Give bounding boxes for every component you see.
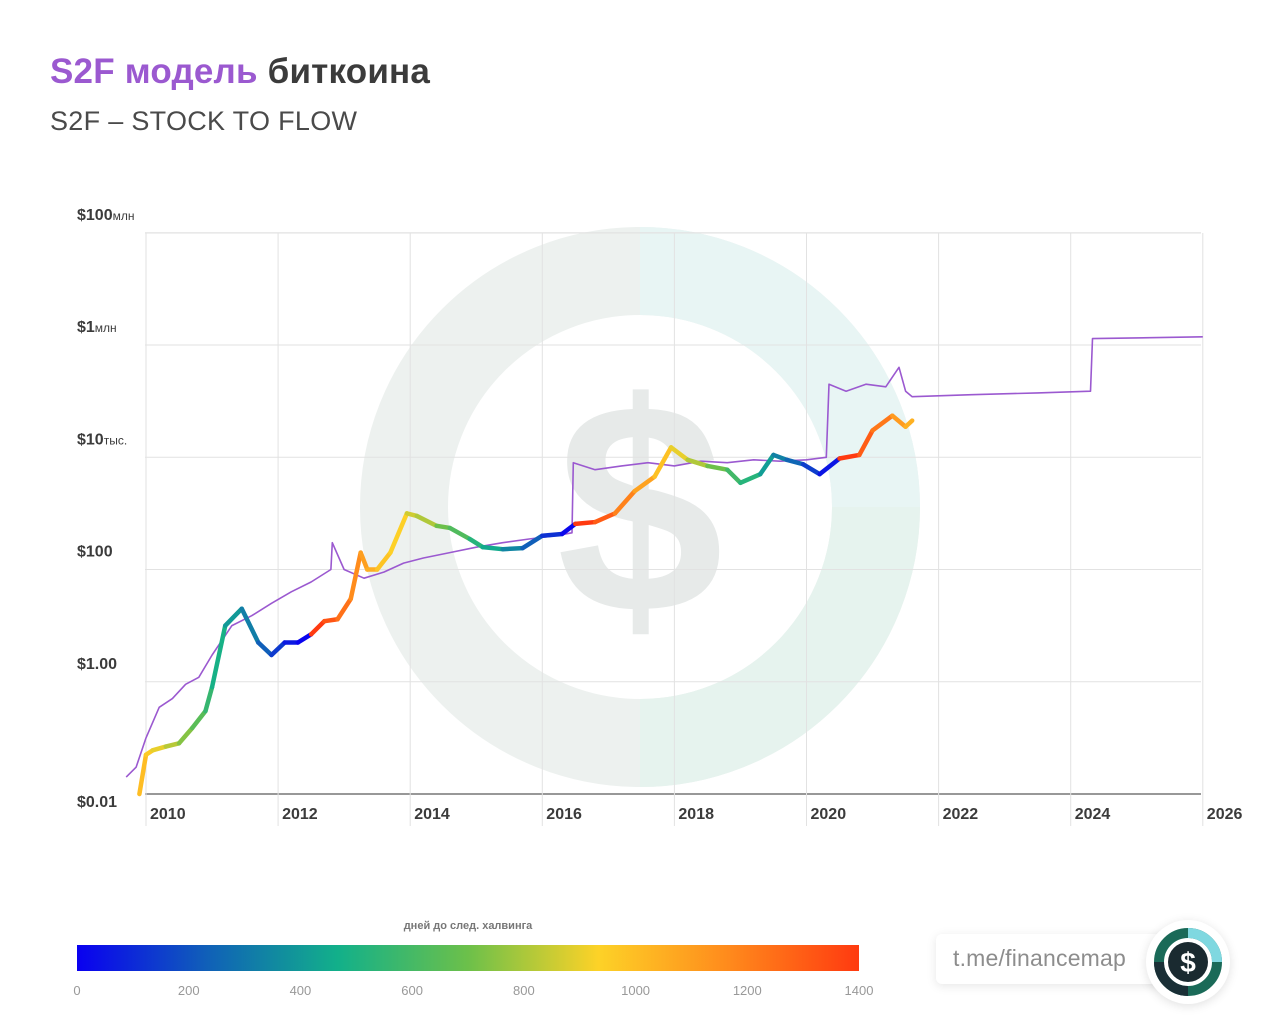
btc-price-segment <box>358 550 370 572</box>
x-tick-label: 2010 <box>150 806 186 823</box>
btc-price-segment <box>239 606 261 645</box>
x-tick-label: 2014 <box>414 806 450 823</box>
btc-price-segment <box>447 525 472 542</box>
btc-price-segment <box>668 445 690 463</box>
x-tick-label: 2016 <box>546 806 582 823</box>
svg-text:$: $ <box>1180 947 1196 978</box>
btc-price-segment <box>256 640 274 658</box>
colorbar-tick-label: 1200 <box>733 983 762 998</box>
btc-price-segment <box>559 521 578 537</box>
watermark-dollar: $ <box>557 340 724 676</box>
btc-price-segment <box>269 640 287 658</box>
btc-price-segment <box>685 457 710 469</box>
btc-price-segment <box>837 452 862 461</box>
btc-price-segment <box>520 533 545 551</box>
x-tick-label: 2026 <box>1207 806 1243 823</box>
btc-price-segment <box>632 474 657 494</box>
btc-price-segment <box>890 413 908 429</box>
btc-price-segment <box>705 463 730 472</box>
btc-price-segment <box>857 428 875 458</box>
btc-price-segment <box>500 545 525 552</box>
chart-title-accent: S2F модель <box>50 52 258 91</box>
btc-price-segment <box>163 741 182 749</box>
btc-price-segment <box>771 452 789 463</box>
btc-price-segment <box>374 550 393 572</box>
btc-price-segment <box>800 462 822 477</box>
y-tick-label: $100млн <box>77 207 134 224</box>
chart-subtitle: S2F – STOCK TO FLOW <box>50 106 358 136</box>
btc-price-series <box>137 413 915 797</box>
btc-price-segment <box>203 684 215 714</box>
x-tick-label: 2022 <box>943 806 979 823</box>
btc-price-segment <box>467 536 486 550</box>
btc-price-segment <box>176 725 195 746</box>
colorbar-tick-label: 400 <box>290 983 312 998</box>
telegram-link[interactable]: t.me/financemap <box>953 945 1127 971</box>
x-tick-label: 2020 <box>811 806 847 823</box>
btc-price-segment <box>480 544 505 552</box>
btc-price-segment <box>573 519 598 527</box>
x-axis-ticks: 2010 2012 2014 2016 2018 2020 2022 2024 2026 <box>150 806 1242 823</box>
btc-price-segment <box>738 471 763 486</box>
btc-price-segment <box>335 596 354 622</box>
chart-title-rest: биткоина <box>257 52 431 91</box>
btc-price-segment <box>724 467 743 486</box>
y-tick-label: $100 <box>77 544 113 561</box>
btc-price-segment <box>903 418 915 429</box>
chart-title: S2F модель биткоина <box>50 52 430 92</box>
btc-price-segment <box>784 457 806 467</box>
y-tick-label: $1млн <box>77 319 117 336</box>
btc-price-segment <box>295 632 314 645</box>
dollar-circle-icon: $ <box>1154 928 1222 996</box>
btc-price-segment <box>189 708 208 731</box>
y-tick-label: $10тыс. <box>77 431 127 448</box>
btc-price-segment <box>652 445 674 479</box>
btc-price-segment <box>223 606 245 628</box>
btc-price-segment <box>209 623 228 690</box>
btc-price-segment <box>137 752 149 797</box>
btc-price-segment <box>612 488 638 516</box>
btc-price-segment <box>308 618 327 637</box>
btc-price-segment <box>348 550 363 602</box>
telegram-link-box[interactable]: t.me/financemap <box>936 934 1166 984</box>
btc-price-segment <box>592 511 618 525</box>
btc-price-segment <box>150 744 169 753</box>
x-tick-label: 2024 <box>1075 806 1111 823</box>
financemap-logo: $ <box>1146 920 1230 1004</box>
btc-price-segment <box>817 456 842 477</box>
y-tick-label: $0.01 <box>77 794 117 811</box>
btc-price-segment <box>540 531 565 538</box>
btc-price-segment <box>870 413 895 433</box>
colorbar-tick-label: 200 <box>178 983 200 998</box>
colorbar-tick-label: 1400 <box>845 983 874 998</box>
btc-price-segment <box>758 452 776 477</box>
colorbar-tick-label: 1000 <box>621 983 650 998</box>
colorbar-tick-label: 600 <box>401 983 423 998</box>
x-tick-label: 2018 <box>678 806 714 823</box>
btc-price-segment <box>414 513 439 529</box>
chart-grid <box>145 232 1204 826</box>
colorbar-tick-label: 0 <box>73 983 80 998</box>
y-tick-label: $1.00 <box>77 656 117 673</box>
watermark-dollar-icon: $ <box>360 227 920 787</box>
x-tick-label: 2012 <box>282 806 318 823</box>
colorbar: дней до след. халвинга 0 200 400 600 800 1000 1… <box>73 920 873 998</box>
colorbar-tick-label: 800 <box>513 983 535 998</box>
btc-price-segment <box>388 511 410 555</box>
colorbar-title: дней до след. халвинга <box>404 920 533 932</box>
y-axis-ticks: $0.01 $1.00 $100 $10тыс. $1млн $100млн <box>77 207 134 811</box>
colorbar-gradient <box>77 945 859 971</box>
